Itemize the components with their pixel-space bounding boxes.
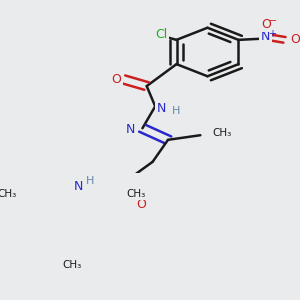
- Text: −: −: [269, 16, 278, 26]
- Text: CH₃: CH₃: [212, 128, 232, 139]
- Text: CH₃: CH₃: [62, 260, 81, 270]
- Text: O: O: [290, 33, 300, 46]
- Text: H: H: [172, 106, 181, 116]
- Text: N: N: [126, 123, 135, 136]
- Text: N: N: [261, 31, 270, 44]
- Text: O: O: [136, 198, 146, 211]
- Text: CH₃: CH₃: [127, 189, 146, 199]
- Text: N: N: [74, 180, 83, 193]
- Text: O: O: [111, 73, 121, 86]
- Text: Cl: Cl: [155, 28, 167, 40]
- Text: O: O: [261, 18, 271, 31]
- Text: +: +: [268, 28, 276, 38]
- Text: H: H: [86, 176, 95, 186]
- Text: N: N: [157, 102, 166, 115]
- Text: CH₃: CH₃: [0, 189, 17, 199]
